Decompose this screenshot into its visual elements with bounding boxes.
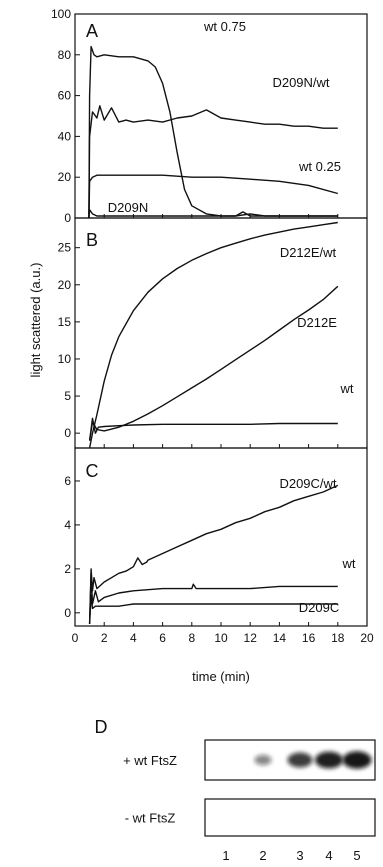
x-axis-title: time (min) (192, 669, 250, 684)
panel-a-ytick-label: 40 (58, 129, 72, 143)
series-label-a-0: wt 0.75 (203, 19, 246, 34)
panel-b-ytick-label: 15 (58, 315, 72, 329)
panel-c-chart: 0 2 4 6 D209C/wt wt D209C C (64, 447, 368, 627)
series-line-a-3 (88, 209, 338, 219)
panel-b-ytick-label: 0 (64, 426, 71, 440)
panel-a-ytick-label: 80 (58, 48, 72, 62)
series-line-b-1 (88, 285, 339, 441)
gel-box-minus (204, 798, 376, 837)
xtick-label: 14 (273, 631, 287, 645)
xtick-label: 16 (302, 631, 316, 645)
series-line-c-2 (88, 594, 338, 624)
xtick-label: 0 (72, 631, 79, 645)
lane-label: 5 (353, 848, 360, 863)
series-line-a-1 (88, 105, 338, 219)
xtick-label: 12 (244, 631, 258, 645)
xtick-label: 6 (159, 631, 166, 645)
panel-a-ytick-label: 0 (64, 211, 71, 225)
lane-label: 1 (222, 848, 229, 863)
series-label-a-2: wt 0.25 (298, 159, 341, 174)
panel-d-gel: D + wt FtsZ - wt FtsZ 1 2 3 4 5 (95, 717, 376, 863)
panel-label-d: D (95, 717, 108, 737)
panel-b-ytick-label: 5 (64, 389, 71, 403)
gel-band (315, 751, 343, 769)
series-label-b-1: D212E (297, 315, 337, 330)
panel-c-ytick-label: 6 (64, 474, 71, 488)
series-line-b-0 (88, 221, 338, 449)
series-label-c-2: D209C (299, 600, 339, 615)
xtick-label: 18 (331, 631, 345, 645)
panel-a-ytick-label: 60 (58, 89, 72, 103)
gel-band (342, 751, 372, 769)
panel-c-ytick-label: 2 (64, 562, 71, 576)
series-line-c-0 (88, 484, 339, 624)
xtick-label: 10 (214, 631, 228, 645)
panel-c-ytick-label: 0 (64, 606, 71, 620)
xtick-label: 2 (101, 631, 108, 645)
lane-label: 2 (259, 848, 266, 863)
panel-b-chart: 0 5 10 15 20 25 D212E/wt D212E wt B (58, 217, 368, 449)
series-label-a-3: D209N (108, 200, 148, 215)
lane-label: 4 (325, 848, 332, 863)
series-line-a-2 (88, 174, 338, 219)
xtick-label: 4 (130, 631, 137, 645)
gel-row-label: - wt FtsZ (125, 811, 176, 826)
panel-c-ytick-label: 4 (64, 518, 71, 532)
panel-a-frame (74, 13, 368, 219)
panel-a-chart: 0 20 40 60 80 100 wt 0.75 D209N/wt wt 0.25 D209N A (51, 7, 368, 225)
series-line-c-1 (88, 572, 338, 624)
lane-label: 3 (296, 848, 303, 863)
xtick-label: 8 (188, 631, 195, 645)
series-label-b-0: D212E/wt (280, 245, 337, 260)
panel-b-ytick-label: 10 (58, 352, 72, 366)
panel-b-ytick-label: 25 (58, 241, 72, 255)
panel-a-ytick-label: 20 (58, 170, 72, 184)
series-label-c-1: wt (342, 556, 356, 571)
panel-a-ytick-label: 100 (51, 7, 71, 21)
series-label-c-0: D209C/wt (279, 476, 336, 491)
series-label-b-2: wt (340, 381, 354, 396)
series-line-b-2 (88, 417, 338, 441)
gel-band (254, 754, 272, 766)
panel-label-c: C (86, 461, 99, 481)
panel-label-a: A (86, 21, 98, 41)
panel-b-ytick-label: 20 (58, 278, 72, 292)
gel-row-label: + wt FtsZ (123, 753, 177, 768)
series-label-a-1: D209N/wt (272, 75, 329, 90)
xtick-label: 20 (360, 631, 374, 645)
series-line-a-0 (88, 45, 338, 219)
panel-label-b: B (86, 230, 98, 250)
y-axis-title: light scattered (a.u.) (28, 263, 43, 378)
gel-band (287, 752, 313, 768)
